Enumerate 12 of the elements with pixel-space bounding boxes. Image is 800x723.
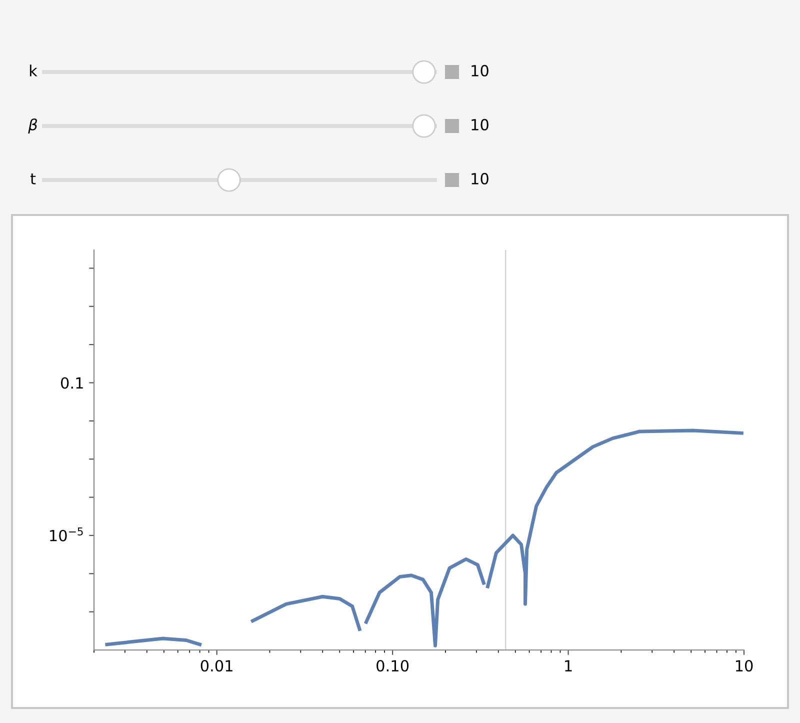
text: t (30, 173, 36, 184)
x-tick-label: 10 (736, 660, 753, 672)
x-tick-label: 1 (565, 660, 572, 672)
x-tick-label: 0.01 (200, 660, 232, 672)
text: 10 (472, 172, 488, 184)
text: k (30, 64, 38, 76)
text: 10 (472, 118, 488, 130)
text: β (28, 118, 37, 134)
text: 10 (472, 64, 488, 76)
y-tick-label: 0.1 (60, 377, 83, 389)
y-tick-label: 10$^{−5}$ (50, 528, 83, 542)
x-tick-label: 0.10 (376, 660, 409, 672)
